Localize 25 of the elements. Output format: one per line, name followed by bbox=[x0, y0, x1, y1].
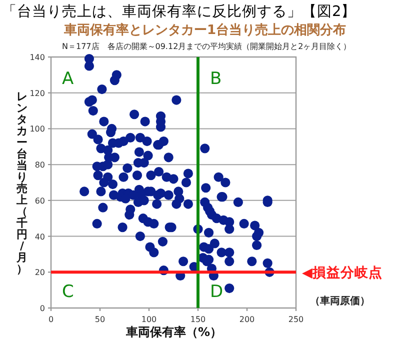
annotation: B bbox=[210, 69, 222, 89]
y-tick-label: 40 bbox=[34, 232, 45, 242]
chart-subtitle: 車両保有率とレンタカー1台当り売上の相関分布 bbox=[62, 22, 346, 38]
y-tick-label: 140 bbox=[30, 53, 45, 62]
x-tick-label: 0 bbox=[48, 315, 54, 324]
y-tick-label: 0 bbox=[40, 304, 45, 313]
text: （車両原価） bbox=[310, 295, 370, 307]
y-tick-label: 120 bbox=[30, 88, 45, 98]
x-axis-title: 車両保有率（%） bbox=[124, 325, 222, 339]
annotation: D bbox=[210, 282, 224, 302]
x-tick-label: 50 bbox=[94, 315, 106, 324]
annotation: A bbox=[62, 69, 74, 89]
x-tick-label: 200 bbox=[239, 315, 255, 324]
chart-title: 「台当り売上は、車両保有率に反比例する」【図2】 bbox=[2, 3, 356, 20]
y-tick-label: 80 bbox=[34, 160, 45, 170]
text: レンタカー台当り売上（千円/月） bbox=[16, 90, 28, 276]
y-tick-label: 100 bbox=[30, 124, 45, 134]
text: N＝177店 各店の開業～09.12月までの平均実績（開業開始月と2ヶ月目除く） bbox=[62, 42, 352, 51]
ref-line-label: ◀損益分岐点 bbox=[302, 265, 382, 282]
x-tick-label: 250 bbox=[288, 315, 304, 324]
x-tick-label: 100 bbox=[141, 315, 157, 324]
annotation: C bbox=[62, 282, 74, 302]
y-tick-label: 60 bbox=[34, 196, 45, 206]
x-tick-label: 150 bbox=[190, 315, 206, 324]
y-tick-label: 20 bbox=[34, 268, 45, 278]
